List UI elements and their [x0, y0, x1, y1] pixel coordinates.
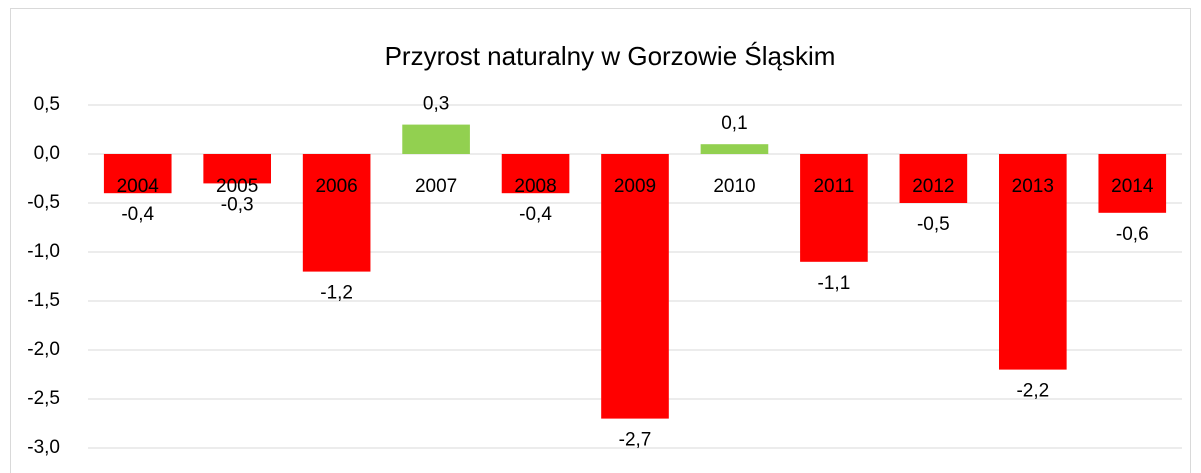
value-label: -0,4 [121, 204, 154, 225]
bar [700, 144, 769, 154]
bar [203, 154, 271, 184]
y-tick-label: 0,5 [34, 94, 60, 115]
bar [302, 154, 371, 272]
bar [601, 154, 669, 419]
y-tick-label: 0,0 [34, 143, 60, 164]
value-label: -0,4 [519, 204, 552, 225]
value-label: -0,6 [1116, 224, 1149, 245]
x-tick-label: 2013 [1012, 176, 1054, 197]
y-tick-label: -2,0 [27, 339, 60, 360]
value-label: -0,3 [221, 194, 254, 215]
value-label: -2,7 [619, 430, 652, 451]
x-tick-label: 2011 [813, 176, 854, 197]
bar [1098, 154, 1167, 213]
y-tick-label: -2,5 [27, 388, 60, 409]
bar [103, 154, 172, 194]
x-tick-label: 2012 [912, 176, 954, 197]
value-label: 0,3 [423, 94, 449, 115]
x-tick-label: 2009 [614, 176, 656, 197]
chart-title: Przyrost naturalny w Gorzowie Śląskim [385, 41, 836, 71]
x-tick-label: 2008 [514, 176, 556, 197]
chart-border [10, 8, 1191, 473]
y-tick-label: -1,5 [27, 290, 60, 311]
bar [800, 154, 868, 262]
bar [999, 154, 1067, 370]
bar [501, 154, 570, 194]
value-label: -0,5 [917, 214, 950, 235]
bar [402, 124, 470, 154]
bar [899, 154, 968, 203]
value-label: -1,1 [818, 273, 851, 294]
value-label: -1,2 [320, 283, 353, 304]
x-tick-label: 2004 [117, 176, 160, 197]
x-tick-label: 2007 [415, 176, 457, 197]
x-tick-label: 2014 [1111, 176, 1154, 197]
y-tick-label: -3,0 [27, 437, 60, 458]
x-tick-label: 2006 [315, 176, 357, 197]
y-tick-label: -1,0 [27, 241, 60, 262]
x-tick-label: 2005 [216, 176, 258, 197]
value-label: 0,1 [721, 113, 747, 134]
y-tick-label: -0,5 [27, 192, 60, 213]
value-label: -2,2 [1016, 381, 1049, 402]
x-tick-label: 2010 [713, 176, 755, 197]
